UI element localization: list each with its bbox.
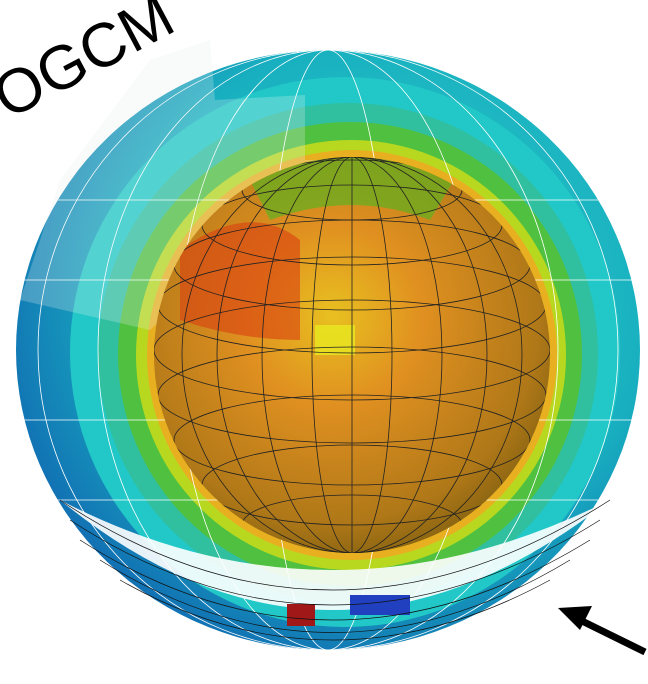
cutout xyxy=(20,40,330,330)
bottom-vectors xyxy=(59,499,611,641)
pointer-arrow xyxy=(558,606,647,656)
